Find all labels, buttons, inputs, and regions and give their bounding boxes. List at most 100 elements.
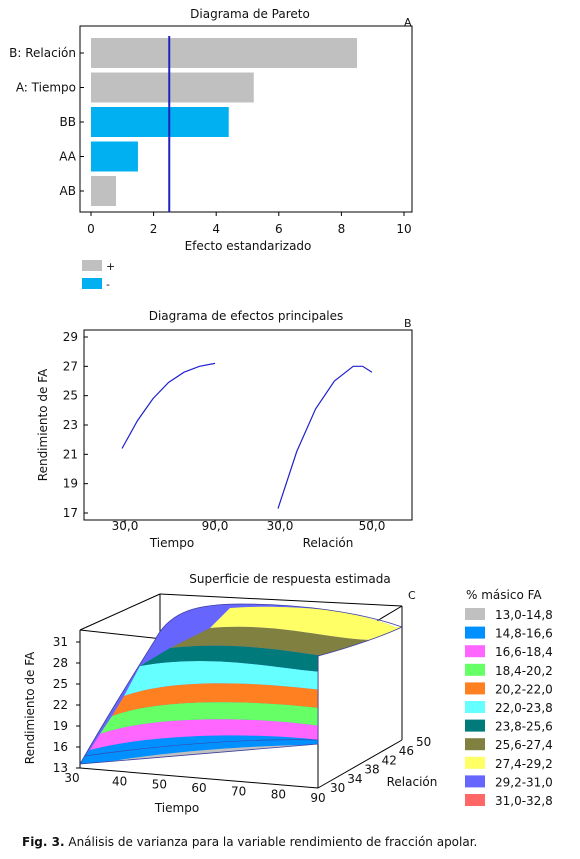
surface-panel-letter: C: [408, 589, 416, 602]
surface-legend-swatch-3: [465, 663, 485, 676]
surface-legend-swatch-6: [465, 719, 485, 732]
surface-legend-label-2: 16,6-18,4: [495, 645, 553, 659]
surface-legend-label-3: 18,4-20,2: [495, 664, 553, 678]
surface-legend-swatch-8: [465, 756, 485, 769]
surface-legend-label-8: 27,4-29,2: [495, 757, 553, 771]
surface-legend-label-4: 20,2-22,0: [495, 682, 553, 696]
pareto-x-tick-label-4: 8: [338, 222, 346, 236]
surface-legend-label-6: 23,8-25,6: [495, 720, 553, 734]
surface-y-tick-label-2: 38: [364, 763, 379, 777]
effects-y-tick-label-5: 19: [63, 477, 78, 491]
pareto-category-label-1: A: Tiempo: [16, 81, 76, 95]
response-surface-chart: Superficie de respuesta estimada C: [23, 572, 553, 815]
surface-x-tick-label-5: 80: [271, 788, 286, 802]
surface-band-27-29: [210, 606, 402, 640]
surface-legend-swatch-4: [465, 682, 485, 695]
surface-x-tick-label-1: 40: [112, 774, 127, 788]
surface-y-axis-label: Relación: [387, 775, 438, 789]
surface-band-18-20: [100, 702, 320, 734]
surface-z-tick-label-1: 28: [53, 656, 68, 670]
effects-line-0: [121, 362, 216, 449]
effects-y-tick-label-3: 23: [63, 418, 78, 432]
surface-legend-swatch-0: [465, 608, 485, 620]
pareto-bar-0: [91, 38, 358, 68]
pareto-x-tick-label-0: 0: [87, 222, 95, 236]
pareto-title: Diagrama de Pareto: [190, 7, 310, 21]
figure-caption: Fig. 3. Análisis de varianza para la var…: [22, 835, 477, 849]
pareto-legend-swatch-negative: [82, 278, 102, 289]
surface-y-tick-label-4: 46: [399, 744, 414, 758]
pareto-category-label-3: AA: [59, 150, 77, 164]
effects-y-axis-label: Rendimiento de FA: [36, 368, 50, 481]
figure-caption-text: Análisis de varianza para la variable re…: [64, 835, 478, 849]
surface-x-tick-label-0: 30: [64, 771, 79, 785]
effects-y-tick-label-6: 17: [63, 506, 78, 520]
effects-y-tick-label-0: 29: [63, 330, 78, 344]
surface-title: Superficie de respuesta estimada: [189, 572, 390, 586]
effects-x-high-label-1: 50,0: [359, 519, 386, 533]
surface-x-tick-label-4: 70: [231, 784, 246, 798]
pareto-category-label-2: BB: [60, 115, 76, 129]
effects-line-1: [277, 365, 373, 509]
surface-legend-label-10: 31,0-32,8: [495, 794, 553, 808]
pareto-x-tick-label-2: 4: [212, 222, 220, 236]
surface-z-tick-label-3: 22: [53, 698, 68, 712]
pareto-legend-swatch-positive: [82, 260, 102, 271]
pareto-panel-letter: A: [404, 16, 412, 29]
pareto-x-tick-label-5: 10: [396, 222, 411, 236]
surface-legend-label-1: 14,8-16,6: [495, 627, 553, 641]
surface-legend-label-7: 25,6-27,4: [495, 738, 553, 752]
surface-back-edge: [79, 603, 403, 765]
effects-factor-name-1: Relación: [303, 536, 354, 550]
pareto-plot-frame: [79, 25, 413, 213]
pareto-bar-4: [91, 176, 117, 206]
surface-front-edge: [79, 626, 403, 765]
pareto-bar-3: [91, 141, 138, 172]
surface-x-tick-label-3: 60: [191, 781, 206, 795]
surface-band-23-25: [140, 645, 345, 672]
pareto-x-tick-label-1: 2: [150, 222, 158, 236]
surface-legend-label-0: 13,0-14,8: [495, 608, 553, 622]
figure-caption-label: Fig. 3.: [22, 835, 65, 849]
surface-z-tick-label-6: 13: [53, 761, 68, 775]
surface-legend-label-9: 29,2-31,0: [495, 775, 553, 789]
effects-x-low-label-1: 30,0: [267, 519, 294, 533]
surface-legend-swatch-1: [465, 626, 485, 639]
surface-x-axis-label: Tiempo: [154, 801, 199, 815]
surface-band-20-22: [112, 683, 322, 716]
surface-y-tick-label-5: 50: [416, 735, 431, 749]
surface-z-tick-label-4: 19: [53, 719, 68, 733]
effects-y-tick-label-1: 27: [63, 359, 78, 373]
surface-z-tick-label-2: 25: [53, 677, 68, 691]
pareto-chart: Diagrama de Pareto A B: Relación A: Tiemp…: [9, 7, 413, 291]
surface-legend-label-5: 22,0-23,8: [495, 701, 553, 715]
surface-legend-swatch-2: [465, 645, 485, 658]
surface-z-axis-label: Rendimiento de FA: [23, 651, 37, 764]
surface-z-tick-label-5: 16: [53, 740, 68, 754]
pareto-category-label-4: AB: [60, 184, 76, 198]
effects-panel-letter: B: [404, 317, 412, 330]
effects-plot-frame: [83, 329, 413, 521]
pareto-bar-1: [91, 72, 254, 103]
surface-x-tick-label-2: 50: [152, 778, 167, 792]
surface-y-tick-label-1: 34: [347, 772, 362, 786]
surface-legend-title: % másico FA: [466, 588, 542, 602]
pareto-x-axis-label: Efecto estandarizado: [185, 239, 312, 253]
surface-band-25-27: [170, 626, 375, 658]
effects-y-tick-label-4: 21: [63, 447, 78, 461]
effects-x-low-label-0: 30,0: [112, 519, 139, 533]
surface-y-tick-label-3: 42: [382, 753, 397, 767]
surface-x-tick-label-6: 90: [310, 791, 325, 805]
surface-z-tick-label-0: 31: [53, 635, 68, 649]
pareto-category-label-0: B: Relación: [9, 46, 76, 60]
surface-legend-swatch-10: [465, 794, 485, 806]
surface-band-16-18: [90, 719, 320, 750]
pareto-legend-label-negative: -: [106, 278, 110, 291]
surface-legend-swatch-5: [465, 701, 485, 713]
main-effects-chart: Diagrama de efectos principales B 29 27 25…: [36, 309, 413, 550]
surface-legend-swatch-7: [465, 738, 485, 751]
pareto-legend-label-positive: +: [106, 260, 115, 273]
surface-legend-swatch-9: [465, 775, 485, 788]
effects-factor-name-0: Tiempo: [149, 536, 194, 550]
